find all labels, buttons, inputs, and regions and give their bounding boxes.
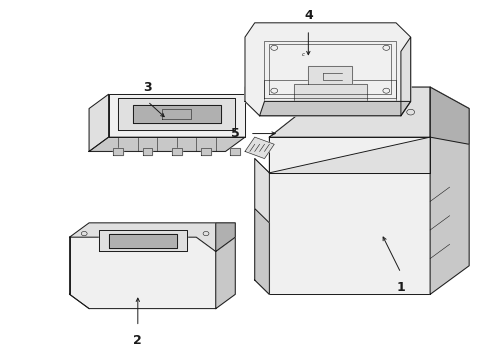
Polygon shape [294, 84, 367, 105]
Text: 1: 1 [396, 281, 405, 294]
Polygon shape [89, 137, 245, 152]
Polygon shape [216, 237, 235, 309]
Polygon shape [230, 148, 240, 155]
Polygon shape [270, 173, 430, 294]
Text: 3: 3 [143, 81, 152, 94]
Polygon shape [270, 137, 430, 173]
Polygon shape [133, 105, 220, 123]
Polygon shape [109, 94, 245, 137]
Polygon shape [270, 87, 430, 137]
Text: c: c [302, 53, 305, 58]
Polygon shape [118, 98, 235, 130]
Polygon shape [109, 234, 177, 248]
Polygon shape [201, 148, 211, 155]
Polygon shape [270, 87, 430, 173]
Polygon shape [260, 102, 411, 116]
Text: 2: 2 [133, 334, 142, 347]
Text: 4: 4 [304, 9, 313, 22]
Polygon shape [143, 148, 152, 155]
Text: 5: 5 [231, 127, 240, 140]
Polygon shape [216, 223, 235, 251]
Polygon shape [114, 148, 123, 155]
Polygon shape [70, 237, 216, 309]
Polygon shape [255, 158, 270, 294]
Polygon shape [89, 94, 109, 152]
Polygon shape [245, 23, 411, 116]
Polygon shape [245, 137, 274, 158]
Polygon shape [172, 148, 182, 155]
Polygon shape [430, 87, 469, 144]
Polygon shape [70, 223, 216, 251]
Polygon shape [245, 73, 411, 116]
Polygon shape [430, 87, 469, 294]
Polygon shape [308, 66, 352, 84]
Polygon shape [401, 37, 411, 116]
Polygon shape [255, 208, 270, 294]
Polygon shape [99, 230, 187, 251]
